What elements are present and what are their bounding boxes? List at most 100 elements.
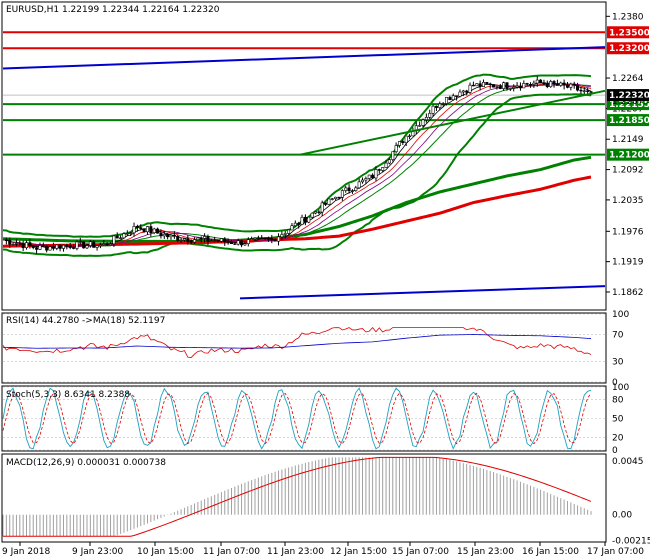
candle-body <box>394 145 398 153</box>
candle-body <box>213 240 217 242</box>
candle-body <box>465 90 469 93</box>
candle-body <box>260 237 264 239</box>
candle-body <box>535 79 539 84</box>
candle-body <box>428 113 432 118</box>
candle-body <box>307 216 311 223</box>
candle-body <box>209 240 213 242</box>
candle-body <box>233 243 237 245</box>
candle-body <box>196 237 200 240</box>
candle-body <box>367 174 371 179</box>
stoch-tick-label: 0 <box>612 446 618 456</box>
candle-body <box>495 86 499 88</box>
price-tick-label: 1.2092 <box>612 166 644 176</box>
candle-body <box>166 233 170 238</box>
rsi-ma-line <box>2 334 592 349</box>
candle-body <box>441 103 445 105</box>
candle-body <box>176 235 180 241</box>
candle-body <box>11 243 15 246</box>
level-price-box <box>607 26 649 39</box>
candle-body <box>199 237 203 240</box>
candle-body <box>142 228 146 233</box>
candle-body <box>182 238 186 241</box>
candle-body <box>552 81 556 85</box>
candle-body <box>115 235 119 239</box>
candle-body <box>582 90 586 92</box>
candle-body <box>216 240 220 242</box>
candle-body <box>448 97 452 101</box>
candle-body <box>485 81 489 85</box>
candle-body <box>277 236 281 242</box>
candle-body <box>4 239 8 241</box>
candle-body <box>549 81 553 88</box>
candle-body <box>41 245 45 247</box>
level-price-label: 1.21200 <box>609 151 650 161</box>
candle-body <box>418 125 422 127</box>
candle-body <box>522 83 526 89</box>
candle-body <box>529 84 533 86</box>
price-tick-label: 1.22075 <box>612 97 649 107</box>
candle-body <box>451 95 455 101</box>
candle-body <box>478 83 482 87</box>
candle-body <box>525 83 529 85</box>
candle-body <box>85 245 89 249</box>
candle-body <box>21 243 25 249</box>
candle-body <box>132 226 136 234</box>
time-tick-label: 12 Jan 15:00 <box>330 547 387 557</box>
time-tick-label: 11 Jan 07:00 <box>203 547 260 557</box>
candle-body <box>38 245 42 250</box>
time-tick-label: 15 Jan 07:00 <box>392 547 449 557</box>
rsi-line <box>2 326 592 358</box>
candle-body <box>481 81 485 87</box>
candle-body <box>586 90 590 92</box>
candle-body <box>377 169 381 171</box>
current-price-label: 1.22320 <box>609 91 650 101</box>
candle-body <box>324 202 328 205</box>
stoch-title: Stoch(5,3,3) 8.6341 8.2388 <box>6 390 130 400</box>
candle-body <box>61 244 65 249</box>
candle-body <box>576 84 580 91</box>
bollinger-lower <box>2 93 592 257</box>
candle-body <box>562 82 566 86</box>
candle-body <box>169 234 173 238</box>
candle-body <box>88 241 92 246</box>
candle-body <box>337 196 341 199</box>
candle-body <box>98 244 102 247</box>
candle-body <box>327 198 331 205</box>
candle-body <box>303 216 307 223</box>
candle-body <box>387 159 391 164</box>
candle-body <box>471 84 475 87</box>
candle-body <box>330 198 334 200</box>
stoch-tick-label: 20 <box>612 433 624 443</box>
candle-body <box>229 241 233 245</box>
candle-body <box>223 238 227 243</box>
candle-body <box>589 91 593 93</box>
candle-body <box>391 151 395 160</box>
candle-body <box>203 236 207 239</box>
candle-body <box>518 85 522 89</box>
candle-body <box>283 233 287 235</box>
time-tick-label: 9 Jan 2018 <box>2 547 50 557</box>
candle-body <box>384 162 388 168</box>
candle-body <box>159 232 163 237</box>
time-tick-label: 11 Jan 23:00 <box>267 547 324 557</box>
candle-body <box>340 190 344 198</box>
time-tick-label: 16 Jan 15:00 <box>522 547 579 557</box>
candle-body <box>468 84 472 93</box>
ma-green-thick <box>2 155 592 243</box>
candle-body <box>344 187 348 191</box>
candle-body <box>445 97 449 104</box>
candle-body <box>253 237 257 240</box>
candle-body <box>263 237 267 240</box>
price-tick-label: 1.2380 <box>612 12 644 22</box>
candle-body <box>404 135 408 143</box>
candle-body <box>189 241 193 243</box>
candle-body <box>347 187 351 192</box>
candle-body <box>313 211 317 214</box>
candle-body <box>401 141 405 143</box>
candle-body <box>350 190 354 192</box>
price-tick-label: 1.2264 <box>612 74 644 84</box>
candle-body <box>545 83 549 88</box>
candle-body <box>186 238 190 242</box>
candle-body <box>461 90 465 93</box>
stoch-tick-label: 100 <box>612 383 629 393</box>
